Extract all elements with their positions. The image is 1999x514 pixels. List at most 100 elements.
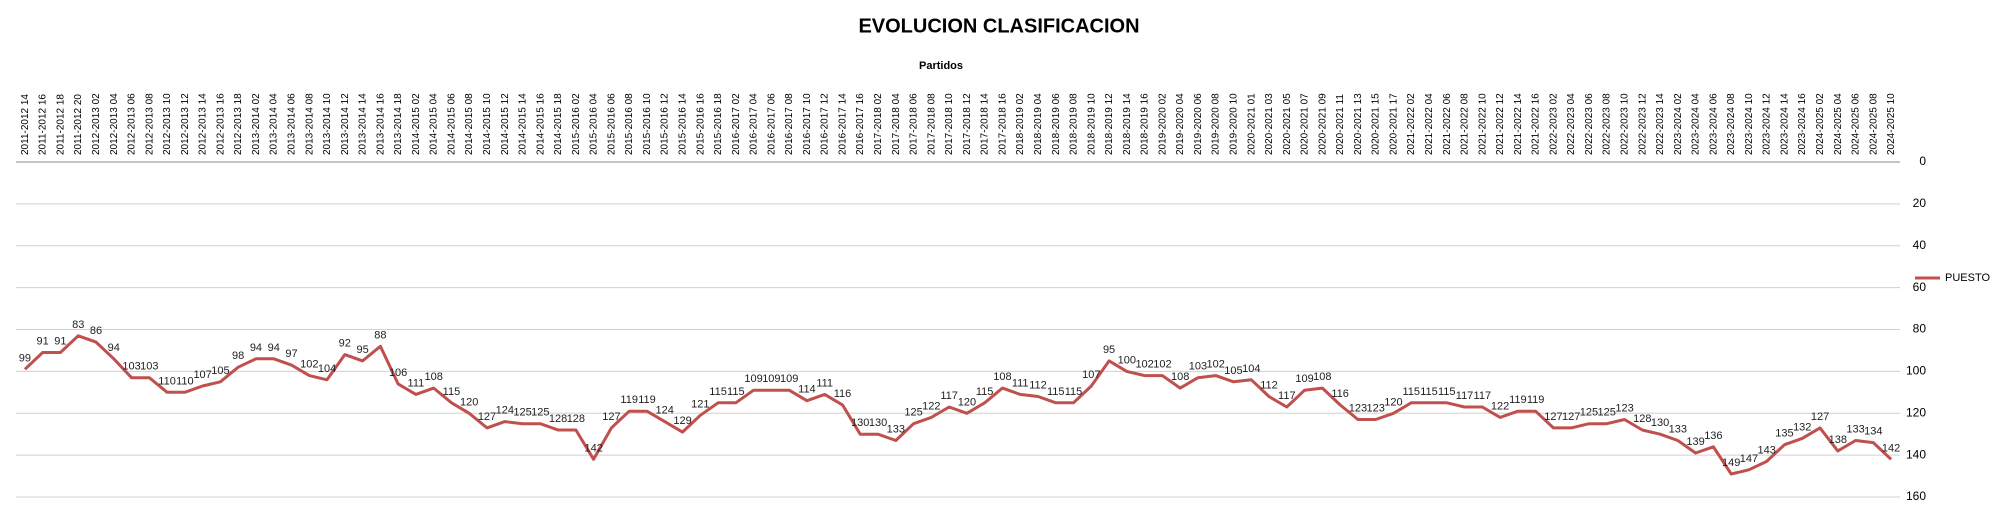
data-label: 94 [250,342,262,354]
data-label: 119 [1509,394,1527,406]
x-tick-label: 2022-2023 12 [1637,93,1648,155]
data-label: 123 [1349,403,1367,415]
data-label: 111 [1012,377,1029,389]
x-tick-label: 2012-2013 16 [215,93,226,155]
y-tick-label: 60 [1913,280,1927,294]
data-label: 147 [1740,453,1758,465]
x-tick-label: 2017-2018 06 [909,93,920,155]
data-label: 86 [90,325,102,337]
data-label: 139 [1686,436,1704,448]
x-tick-label: 2021-2022 06 [1442,93,1453,155]
x-tick-label: 2020-2021 15 [1371,93,1382,155]
data-label: 120 [1384,396,1402,408]
data-label: 138 [1829,434,1847,446]
data-label: 108 [1171,371,1189,383]
data-label: 115 [1420,386,1438,398]
data-label: 142 [584,442,602,454]
data-label: 115 [727,386,745,398]
x-tick-label: 2014-2015 10 [482,93,493,155]
x-tick-label: 2023-2024 08 [1726,93,1737,155]
x-tick-label: 2015-2016 10 [642,93,653,155]
x-tick-label: 2014-2015 16 [535,93,546,155]
y-tick-label: 120 [1906,405,1926,419]
x-tick-label: 2017-2018 14 [980,93,991,155]
x-tick-label: 2021-2022 12 [1495,93,1506,155]
data-label: 115 [1065,386,1083,398]
data-label: 105 [211,365,229,377]
x-tick-label: 2021-2022 16 [1531,93,1542,155]
data-label: 120 [958,396,976,408]
x-tick-label: 2020-2021 03 [1264,93,1275,155]
x-tick-label: 2020-2021 07 [1300,93,1311,155]
data-label: 128 [549,413,567,425]
data-label: 103 [1189,361,1207,373]
data-label: 115 [1047,386,1065,398]
x-tick-label: 2021-2022 14 [1513,93,1524,155]
data-label: 95 [1103,344,1115,356]
data-label: 115 [709,386,727,398]
data-label: 130 [869,417,887,429]
data-label: 111 [408,377,425,389]
y-tick-label: 160 [1906,489,1926,503]
data-label: 135 [1775,428,1793,440]
x-tick-label: 2016-2017 06 [766,93,777,155]
data-label: 129 [673,415,691,427]
x-tick-label: 2020-2021 13 [1353,93,1364,155]
x-tick-label: 2012-2013 06 [127,93,138,155]
data-label: 127 [1562,411,1580,423]
x-tick-label: 2020-2021 17 [1388,93,1399,155]
x-tick-label: 2014-2015 06 [446,93,457,155]
data-label: 115 [1438,386,1456,398]
data-label: 102 [1207,359,1225,371]
x-tick-label: 2019-2020 06 [1193,93,1204,155]
x-tick-label: 2017-2018 08 [926,93,937,155]
data-label: 91 [37,336,49,348]
x-tick-label: 2013-2014 02 [251,93,262,155]
x-tick-label: 2013-2014 08 [304,93,315,155]
data-label: 125 [531,407,549,419]
data-label: 104 [1242,363,1260,375]
data-label: 104 [318,363,336,375]
x-tick-label: 2019-2020 04 [1175,93,1186,155]
x-tick-label: 2021-2022 04 [1424,93,1435,155]
x-tick-label: 2022-2023 02 [1548,93,1559,155]
y-tick-label: 140 [1906,447,1926,461]
x-tick-label: 2018-2019 10 [1086,93,1097,155]
x-tick-label: 2020-2021 05 [1282,93,1293,155]
data-label: 94 [268,342,280,354]
data-label: 102 [1135,359,1153,371]
data-label: 133 [1669,423,1687,435]
x-tick-label: 2023-2024 06 [1708,93,1719,155]
x-tick-label: 2017-2018 16 [997,93,1008,155]
x-tick-label: 2024-2025 04 [1833,93,1844,155]
x-tick-label: 2024-2025 08 [1868,93,1879,155]
data-label: 105 [1224,365,1242,377]
data-label: 121 [691,398,709,410]
x-tick-label: 2021-2022 08 [1460,93,1471,155]
data-label: 127 [1544,411,1562,423]
data-label: 119 [638,394,656,406]
data-label: 143 [1758,444,1776,456]
data-label: 114 [798,384,816,396]
x-tick-label: 2019-2020 10 [1228,93,1239,155]
x-tick-label: 2024-2025 06 [1851,93,1862,155]
data-label: 115 [443,386,461,398]
x-tick-label: 2018-2019 12 [1104,93,1115,155]
x-tick-label: 2011-2012 16 [38,94,49,155]
x-tick-label: 2023-2024 12 [1762,93,1773,155]
y-tick-label: 80 [1913,322,1927,336]
data-label: 102 [300,359,318,371]
x-tick-label: 2017-2018 02 [873,93,884,155]
x-tick-label: 2014-2015 18 [553,93,564,155]
x-tick-label: 2011-2012 20 [73,94,84,155]
data-label: 130 [851,417,869,429]
x-tick-label: 2012-2013 18 [233,93,244,155]
x-tick-label: 2014-2015 12 [500,93,511,155]
x-tick-label: 2016-2017 16 [855,93,866,155]
legend-label: PUESTO [1945,272,1990,284]
x-tick-label: 2012-2013 08 [144,93,155,155]
data-label: 103 [122,361,140,373]
data-label: 122 [922,400,940,412]
data-label: 107 [193,369,211,381]
data-label: 128 [567,413,585,425]
